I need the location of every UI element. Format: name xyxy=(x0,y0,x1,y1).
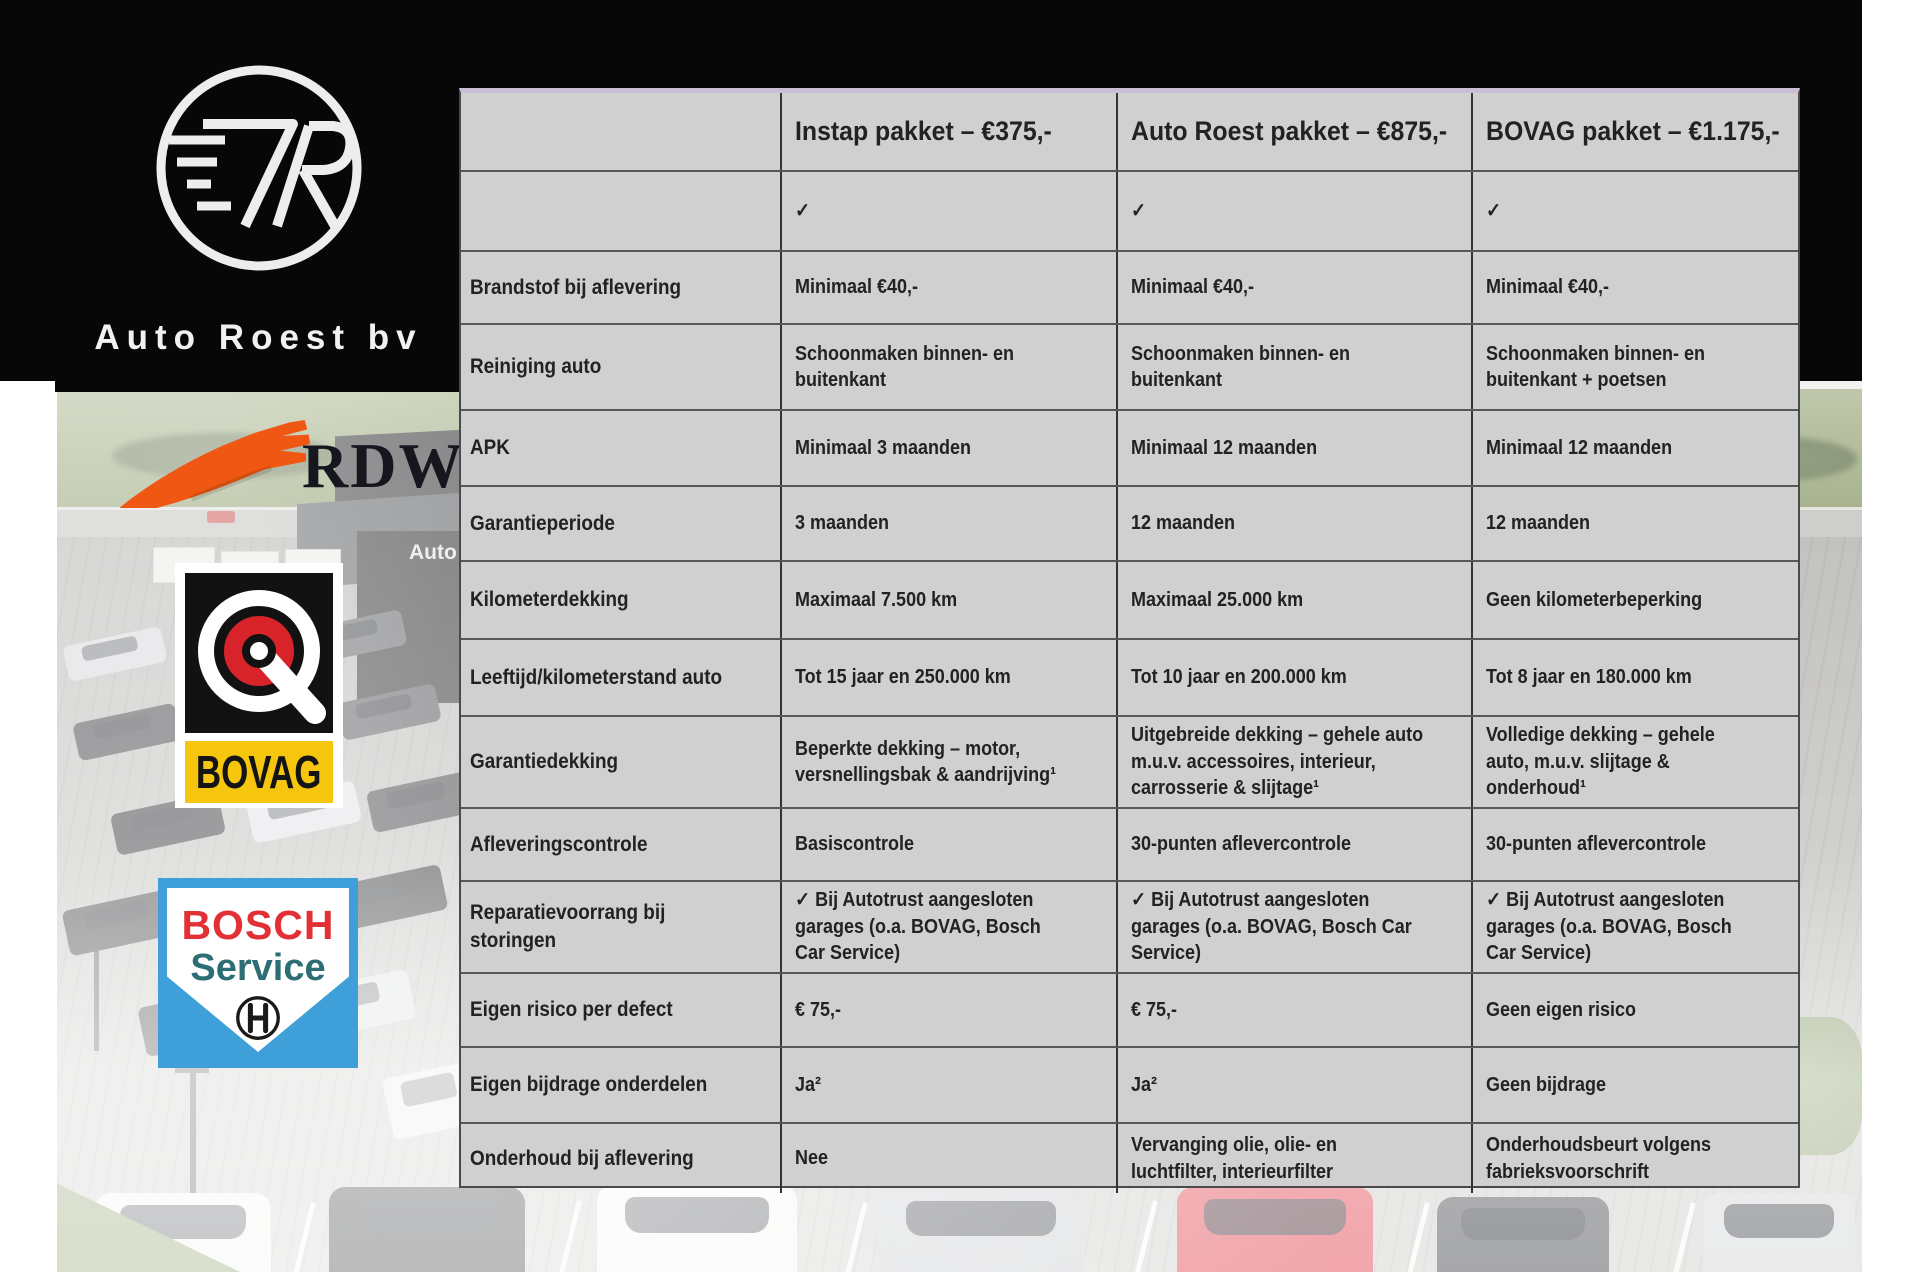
table-cell: € 75,- xyxy=(780,974,1116,1046)
bosch-service-wordmark: Service xyxy=(190,947,326,989)
table-row-eigen-risico: Eigen risico per defect € 75,- € 75,- Ge… xyxy=(461,972,1798,1046)
table-cell: Minimaal 12 maanden xyxy=(1116,411,1471,485)
row-label-cell: Garantieperiode xyxy=(470,511,615,535)
table-cell: Maximaal 7.500 km xyxy=(780,562,1116,638)
table-check-row: ✓ ✓ ✓ xyxy=(461,170,1798,250)
table-row-eigen-bijdrage: Eigen bijdrage onderdelen Ja² Ja² Geen b… xyxy=(461,1046,1798,1122)
bosch-shield: BOSCH Service xyxy=(167,888,349,1052)
bovag-emblem-icon xyxy=(185,573,333,733)
table-cell: Ja² xyxy=(780,1048,1116,1122)
row-label-cell: APK xyxy=(470,436,510,460)
column-header-bovag: BOVAG pakket – €1.175,- xyxy=(1471,93,1798,170)
table-cell: Maximaal 25.000 km xyxy=(1116,562,1471,638)
table-cell: Vervanging olie, olie- en luchtfilter, i… xyxy=(1116,1124,1471,1193)
check-cell: ✓ xyxy=(1471,172,1798,250)
table-cell: ✓ Bij Autotrust aangesloten garages (o.a… xyxy=(1471,882,1798,972)
table-cell: Minimaal 3 maanden xyxy=(780,411,1116,485)
row-label-cell: Brandstof bij aflevering xyxy=(470,275,682,299)
column-header-instap: Instap pakket – €375,- xyxy=(780,93,1116,170)
table-cell: € 75,- xyxy=(1116,974,1471,1046)
row-label-cell: Kilometerdekking xyxy=(470,588,629,612)
table-cell: Minimaal €40,- xyxy=(1116,252,1471,323)
table-row-reiniging: Reiniging auto Schoonmaken binnen- en bu… xyxy=(461,323,1798,409)
row-label-cell xyxy=(461,172,780,250)
row-label-cell: Reparatievoorrang bij storingen xyxy=(470,901,666,952)
table-row-apk: APK Minimaal 3 maanden Minimaal 12 maand… xyxy=(461,409,1798,485)
rdw-wing-icon xyxy=(119,420,310,508)
table-cell: Minimaal 12 maanden xyxy=(1471,411,1798,485)
table-cell: Beperkte dekking – motor, versnellingsba… xyxy=(780,717,1116,807)
bosch-service-logo: BOSCH Service xyxy=(158,878,358,1068)
row-label-cell: Reiniging auto xyxy=(470,355,602,379)
table-cell: Minimaal €40,- xyxy=(1471,252,1798,323)
table-cell: Volledige dekking – gehele auto, m.u.v. … xyxy=(1471,717,1798,807)
auto-roest-logo-box: Auto Roest bv xyxy=(55,0,462,392)
bovag-logo: BOVAG xyxy=(175,563,343,808)
table-cell: Tot 8 jaar en 180.000 km xyxy=(1471,640,1798,715)
table-row-reparatievoorrang: Reparatievoorrang bij storingen ✓ Bij Au… xyxy=(461,880,1798,972)
row-label-cell: Leeftijd/kilometerstand auto xyxy=(470,665,723,689)
table-cell: ✓ Bij Autotrust aangesloten garages (o.a… xyxy=(780,882,1116,972)
table-cell: Uitgebreide dekking – gehele auto m.u.v.… xyxy=(1116,717,1471,807)
table-row-garantieperiode: Garantieperiode 3 maanden 12 maanden 12 … xyxy=(461,485,1798,560)
table-row-brandstof: Brandstof bij aflevering Minimaal €40,- … xyxy=(461,250,1798,323)
table-cell: Geen bijdrage xyxy=(1471,1048,1798,1122)
table-cell: Basiscontrole xyxy=(780,809,1116,880)
table-cell: Geen kilometerbeperking xyxy=(1471,562,1798,638)
table-cell: Ja² xyxy=(1116,1048,1471,1122)
table-cell: Tot 10 jaar en 200.000 km xyxy=(1116,640,1471,715)
auto-roest-monogram-icon xyxy=(156,65,362,271)
table-cell: 12 maanden xyxy=(1471,487,1798,560)
table-row-kilometerdekking: Kilometerdekking Maximaal 7.500 km Maxim… xyxy=(461,560,1798,638)
row-label-cell: Garantiedekking xyxy=(470,750,619,774)
row-label-cell: Eigen bijdrage onderdelen xyxy=(470,1073,708,1097)
table-cell: 30-punten aflevercontrole xyxy=(1471,809,1798,880)
table-row-garantiedekking: Garantiedekking Beperkte dekking – motor… xyxy=(461,715,1798,807)
check-cell: ✓ xyxy=(1116,172,1471,250)
table-cell: Tot 15 jaar en 250.000 km xyxy=(780,640,1116,715)
bosch-wordmark: BOSCH xyxy=(181,902,335,948)
brand-name: Auto Roest bv xyxy=(94,318,423,357)
check-cell: ✓ xyxy=(780,172,1116,250)
table-row-afleveringscontrole: Afleveringscontrole Basiscontrole 30-pun… xyxy=(461,807,1798,880)
table-cell: Geen eigen risico xyxy=(1471,974,1798,1046)
table-cell: Schoonmaken binnen- en buitenkant xyxy=(780,325,1116,409)
bovag-band: BOVAG xyxy=(185,741,333,803)
rdw-logo: RDW xyxy=(110,416,464,516)
table-cell: Minimaal €40,- xyxy=(780,252,1116,323)
rdw-wordmark: RDW xyxy=(302,430,465,501)
bovag-wordmark: BOVAG xyxy=(196,746,322,798)
table-cell: 3 maanden xyxy=(780,487,1116,560)
package-comparison-table: Instap pakket – €375,- Auto Roest pakket… xyxy=(459,88,1800,1193)
row-label-cell: Onderhoud bij aflevering xyxy=(470,1146,694,1170)
table-row-onderhoud: Onderhoud bij aflevering Nee Vervanging … xyxy=(461,1122,1798,1193)
table-cell: ✓ Bij Autotrust aangesloten garages (o.a… xyxy=(1116,882,1471,972)
table-cell: 30-punten aflevercontrole xyxy=(1116,809,1471,880)
table-cell: Nee xyxy=(780,1124,1116,1193)
table-cell: Schoonmaken binnen- en buitenkant + poet… xyxy=(1471,325,1798,409)
table-cell: Schoonmaken binnen- en buitenkant xyxy=(1116,325,1471,409)
row-label-cell: Eigen risico per defect xyxy=(470,998,673,1022)
table-header-row: Instap pakket – €375,- Auto Roest pakket… xyxy=(461,93,1798,170)
table-cell: Onderhoudsbeurt volgens fabrieksvoorschr… xyxy=(1471,1124,1798,1193)
header-empty-cell xyxy=(461,93,780,170)
row-label-cell: Afleveringscontrole xyxy=(470,832,648,856)
table-row-leeftijd: Leeftijd/kilometerstand auto Tot 15 jaar… xyxy=(461,638,1798,715)
table-cell: 12 maanden xyxy=(1116,487,1471,560)
column-header-auto-roest: Auto Roest pakket – €875,- xyxy=(1116,93,1471,170)
bosch-armature-icon xyxy=(236,996,280,1040)
